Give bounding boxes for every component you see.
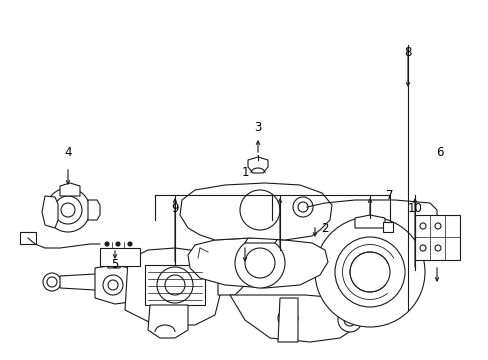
Circle shape [292, 197, 312, 217]
Polygon shape [60, 183, 80, 196]
Polygon shape [247, 157, 267, 173]
Polygon shape [414, 215, 459, 260]
Circle shape [108, 280, 118, 290]
Polygon shape [382, 222, 392, 232]
Text: 5: 5 [111, 258, 119, 271]
Circle shape [334, 237, 404, 307]
Circle shape [128, 242, 132, 246]
Circle shape [164, 275, 184, 295]
Circle shape [61, 203, 75, 217]
Circle shape [43, 273, 61, 291]
Text: 4: 4 [64, 145, 72, 158]
Circle shape [434, 245, 440, 251]
Text: 8: 8 [404, 45, 411, 59]
Circle shape [297, 202, 307, 212]
Bar [20, 232, 36, 244]
Circle shape [244, 248, 274, 278]
Circle shape [349, 252, 389, 292]
Polygon shape [278, 298, 297, 342]
Text: 3: 3 [254, 121, 261, 134]
Circle shape [47, 277, 57, 287]
Circle shape [314, 217, 424, 327]
Circle shape [419, 223, 425, 229]
Polygon shape [125, 248, 220, 325]
Polygon shape [88, 200, 100, 220]
Polygon shape [105, 257, 123, 268]
Polygon shape [218, 265, 244, 295]
Circle shape [343, 314, 355, 326]
Circle shape [337, 308, 361, 332]
Circle shape [434, 223, 440, 229]
Circle shape [46, 188, 90, 232]
Text: 6: 6 [435, 145, 443, 158]
Polygon shape [95, 265, 130, 304]
Polygon shape [187, 238, 327, 288]
Circle shape [54, 196, 82, 224]
Polygon shape [42, 196, 58, 228]
Polygon shape [180, 183, 331, 240]
Text: 2: 2 [321, 221, 328, 234]
Text: 7: 7 [386, 189, 393, 202]
Circle shape [103, 275, 123, 295]
Bar [100, 248, 140, 266]
Circle shape [157, 267, 193, 303]
Polygon shape [354, 215, 384, 228]
Circle shape [278, 308, 297, 328]
Circle shape [105, 242, 109, 246]
Circle shape [419, 245, 425, 251]
Text: 10: 10 [407, 202, 422, 215]
Polygon shape [145, 265, 204, 305]
Text: 9: 9 [171, 202, 179, 215]
Polygon shape [244, 238, 278, 243]
Circle shape [235, 238, 285, 288]
Polygon shape [148, 305, 187, 338]
Circle shape [116, 242, 120, 246]
Circle shape [240, 190, 280, 230]
Polygon shape [229, 295, 357, 342]
Text: 1: 1 [241, 166, 248, 179]
Polygon shape [60, 274, 100, 290]
